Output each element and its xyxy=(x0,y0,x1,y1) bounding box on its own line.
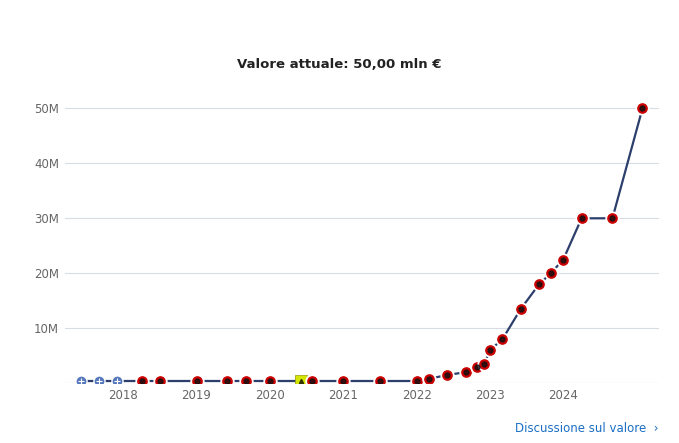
Text: Valore attuale: 50,00 mln €: Valore attuale: 50,00 mln € xyxy=(237,58,442,71)
Text: EVOLUZIONE VDM: EVOLUZIONE VDM xyxy=(8,15,170,30)
Text: Discussione sul valore  ›: Discussione sul valore › xyxy=(515,422,659,435)
